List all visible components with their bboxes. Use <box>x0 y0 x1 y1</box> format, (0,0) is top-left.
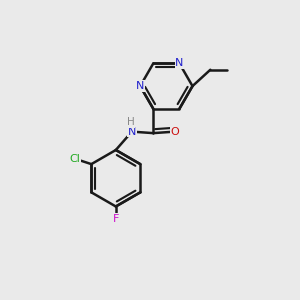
Text: O: O <box>170 127 179 136</box>
Text: N: N <box>128 127 136 136</box>
Text: H: H <box>127 117 134 127</box>
Text: N: N <box>175 58 184 68</box>
Text: N: N <box>136 81 144 91</box>
Text: Cl: Cl <box>70 154 80 164</box>
Text: F: F <box>112 214 119 224</box>
